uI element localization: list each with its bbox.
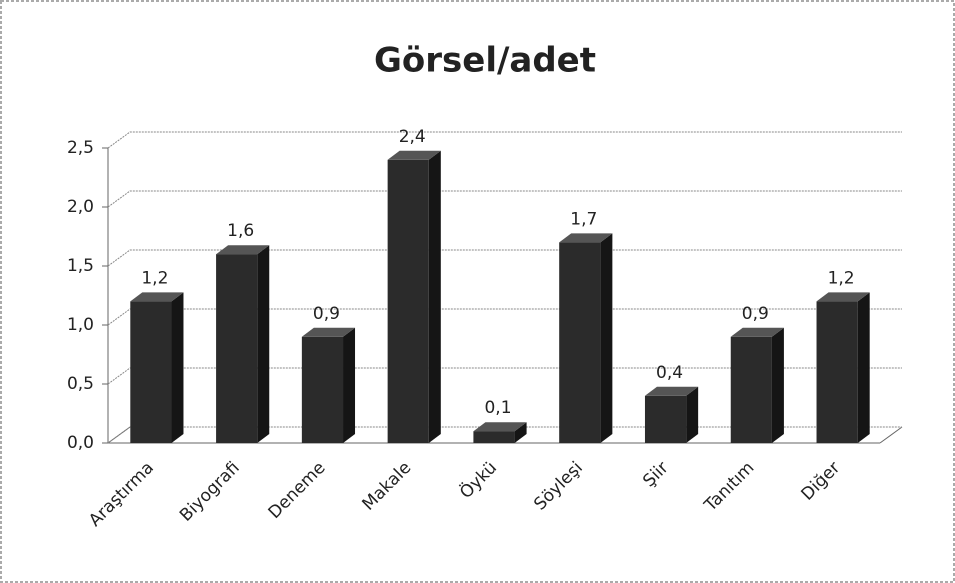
grid-line [107,308,902,326]
bar-side [514,422,527,443]
bar-top [473,422,527,432]
bar-top [644,386,699,396]
value-label: 1,2 [141,268,168,288]
bar [816,301,858,443]
bar [473,431,515,443]
bar-side [771,327,784,443]
value-label: 2,4 [399,127,426,147]
value-label: 1,2 [828,268,855,288]
y-tick-label: 2,5 [67,138,94,158]
grid-line [107,367,902,385]
floor-right [879,426,903,444]
bar-side [171,292,184,443]
y-tick-label: 0,5 [67,374,94,394]
value-label: 0,4 [656,363,683,383]
bar-top [559,233,613,243]
bar-top [216,245,270,255]
grid-line [107,249,902,267]
bar-side [600,233,613,443]
bar [301,336,344,443]
chart-title: Görsel/adet [374,41,596,81]
value-label: 0,9 [313,304,340,324]
bar-side [686,386,699,443]
grid-line [107,190,902,208]
bar-side [343,327,356,443]
bar [730,336,772,443]
y-tick-label: 1,0 [67,315,94,335]
bar-top [816,292,870,302]
y-tick-label: 0,0 [67,433,94,453]
bar-top [387,150,441,160]
bar [559,242,601,443]
y-tick-label: 2,0 [67,197,94,217]
value-label: 0,1 [484,398,511,418]
bar-top [301,327,356,337]
bar-side [428,150,441,444]
bar [387,159,429,444]
grid-line [107,131,902,149]
y-tick-label: 1,5 [67,256,94,276]
bar-top [730,327,784,337]
bar-side [857,292,870,443]
value-label: 0,9 [742,304,769,324]
bar [644,395,687,443]
bar [216,254,258,443]
grid-line [107,426,902,444]
bar-top [130,292,184,302]
bar [130,301,172,443]
value-label: 1,6 [227,221,254,241]
value-label: 1,7 [570,209,597,229]
bar-side [257,245,270,443]
